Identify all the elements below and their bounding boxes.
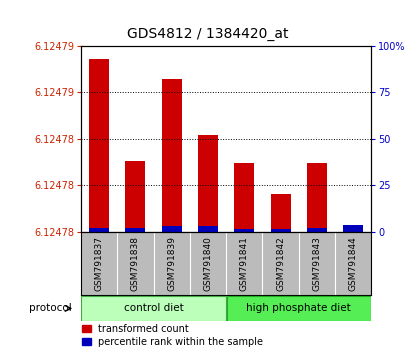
Text: GSM791838: GSM791838: [131, 236, 140, 291]
Bar: [81, 296, 226, 321]
Text: GSM791844: GSM791844: [349, 236, 358, 291]
Text: high phosphate diet: high phosphate diet: [247, 303, 351, 313]
Text: GDS4812 / 1384420_at: GDS4812 / 1384420_at: [127, 27, 288, 41]
Bar: [234, 163, 254, 232]
Bar: [162, 79, 182, 232]
Bar: [198, 227, 218, 232]
Text: protocol: protocol: [29, 303, 71, 313]
Bar: [125, 228, 145, 232]
Text: GSM791842: GSM791842: [276, 236, 285, 291]
Text: control diet: control diet: [124, 303, 183, 313]
Bar: [271, 229, 290, 232]
Bar: [162, 227, 182, 232]
Text: GSM791841: GSM791841: [240, 236, 249, 291]
Bar: [343, 224, 363, 232]
Bar: [89, 228, 109, 232]
Bar: [307, 228, 327, 232]
Bar: [227, 296, 371, 321]
Bar: [125, 161, 145, 232]
Text: GSM791843: GSM791843: [312, 236, 322, 291]
Text: GSM791839: GSM791839: [167, 236, 176, 291]
Bar: [234, 229, 254, 232]
Bar: [271, 194, 290, 232]
Text: GSM791837: GSM791837: [95, 236, 104, 291]
Legend: transformed count, percentile rank within the sample: transformed count, percentile rank withi…: [78, 320, 267, 351]
Bar: [89, 59, 109, 232]
Bar: [343, 230, 363, 232]
Bar: [307, 163, 327, 232]
Bar: [198, 135, 218, 232]
Text: GSM791840: GSM791840: [203, 236, 212, 291]
